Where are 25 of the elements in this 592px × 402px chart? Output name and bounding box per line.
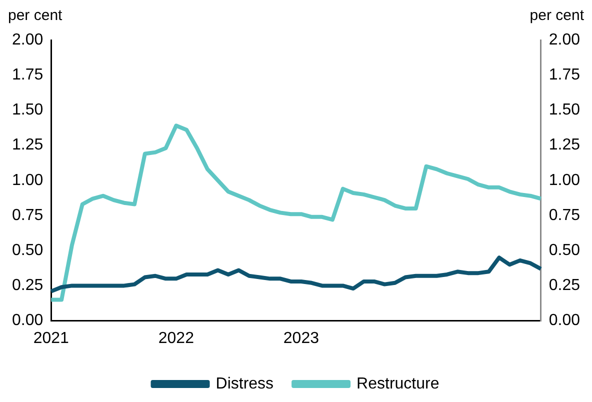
y2-tick-label: 0.75: [548, 206, 580, 224]
y-tick-label: 1.50: [12, 102, 44, 119]
y-tick-label: 0.00: [12, 312, 44, 330]
y-tick-label: 0.75: [12, 206, 44, 224]
y2-tick-label: 1.50: [548, 102, 580, 119]
y2-tick-label: 0.25: [548, 277, 580, 294]
x-tick-label: 2023: [283, 330, 320, 347]
y2-tick-label: 1.25: [548, 136, 580, 154]
y-tick-label: 0.50: [12, 242, 44, 260]
y-axis-title: per cent: [8, 7, 64, 24]
y2-tick-label: 2.00: [548, 31, 580, 48]
y2-axis-title: per cent: [530, 7, 585, 24]
x-tick-label: 2022: [158, 330, 194, 347]
legend-label: Restructure: [356, 375, 440, 392]
x-tick-label: 2021: [33, 330, 70, 347]
y2-tick-label: 1.75: [548, 66, 580, 84]
y2-tick-label: 0.50: [548, 242, 580, 260]
y-tick-label: 1.25: [12, 136, 44, 154]
y-tick-label: 0.25: [12, 277, 44, 294]
y-tick-label: 2.00: [12, 31, 44, 48]
y-tick-label: 1.00: [12, 172, 44, 189]
y2-tick-label: 0.00: [548, 312, 580, 330]
y-tick-label: 1.75: [12, 66, 44, 84]
y2-tick-label: 1.00: [548, 172, 580, 189]
legend-label: Distress: [216, 375, 274, 392]
